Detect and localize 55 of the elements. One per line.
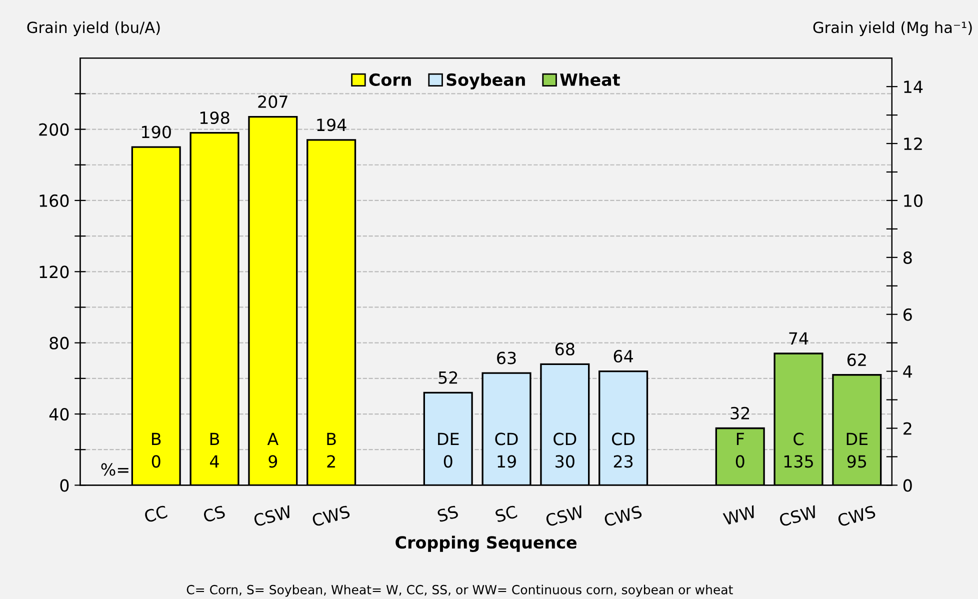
x-tick-label: SC (494, 505, 518, 523)
data-label: 62 (847, 353, 866, 366)
x-tick-label: CWS (837, 505, 876, 527)
data-label: 68 (555, 342, 574, 356)
x-tick-label: CWS (312, 505, 350, 527)
legend-label: Wheat (560, 73, 620, 86)
annotation: B 0 (152, 432, 161, 468)
legend-label: Corn (369, 73, 411, 86)
annotation: C 135 (784, 432, 813, 468)
annotation: CD 19 (495, 432, 518, 468)
y-tick-label: 0 (60, 479, 69, 492)
annotation: CD 30 (554, 432, 576, 468)
annotation: F 0 (736, 432, 744, 468)
annotation: B 4 (210, 432, 220, 468)
annotation: A 9 (267, 432, 278, 468)
y2-axis-title: Grain yield (Mg ha⁻¹) (813, 21, 972, 36)
text: C= Corn, S= Soybean, Wheat= W, CC, SS, or WW= Continuous corn, soybean or wheat (186, 584, 733, 597)
data-label: 198 (200, 111, 230, 124)
annotation: B 2 (327, 432, 336, 468)
legend-label: Soybean (446, 73, 525, 90)
x-tick-label: CSW (253, 505, 292, 527)
y-tick-label: 80 (50, 336, 69, 350)
y2-tick-label: 0 (903, 479, 912, 492)
data-label: 190 (142, 126, 171, 138)
annotation: DE 0 (438, 432, 459, 468)
data-label: 32 (730, 406, 750, 420)
data-label: 194 (317, 118, 346, 132)
data-label: 64 (614, 350, 633, 363)
x-tick-label: CS (202, 505, 226, 523)
y2-tick-label: 10 (904, 194, 922, 208)
y-tick-label: 160 (40, 194, 69, 208)
y2-tick-label: 8 (903, 251, 912, 264)
x-tick-label: SS (436, 505, 459, 522)
y2-tick-label: 4 (903, 365, 912, 378)
x-tick-label: CC (144, 505, 168, 523)
y2-tick-label: 6 (904, 308, 912, 321)
y-axis-title: Grain yield (bu/A) (27, 21, 160, 36)
x-tick-label: CWS (604, 505, 642, 527)
x-tick-label: CSW (545, 505, 584, 527)
y-tick-label: 200 (39, 123, 69, 136)
annotation: %= (101, 463, 128, 476)
y-tick-label: 120 (40, 266, 69, 278)
x-tick-label: CSW (778, 505, 818, 527)
data-label: 63 (497, 352, 516, 364)
y-tick-label: 40 (49, 408, 69, 421)
y2-tick-label: 2 (904, 422, 912, 435)
data-label: 207 (258, 95, 288, 108)
x-axis-title: Cropping Sequence (396, 536, 577, 552)
x-tick-label: WW (722, 505, 757, 526)
data-label: 52 (438, 371, 458, 384)
data-label: 74 (789, 332, 808, 344)
y2-tick-label: 14 (904, 80, 923, 93)
annotation: CD 23 (612, 432, 635, 468)
y2-tick-label: 12 (904, 137, 922, 150)
annotation: DE 95 (846, 432, 868, 468)
